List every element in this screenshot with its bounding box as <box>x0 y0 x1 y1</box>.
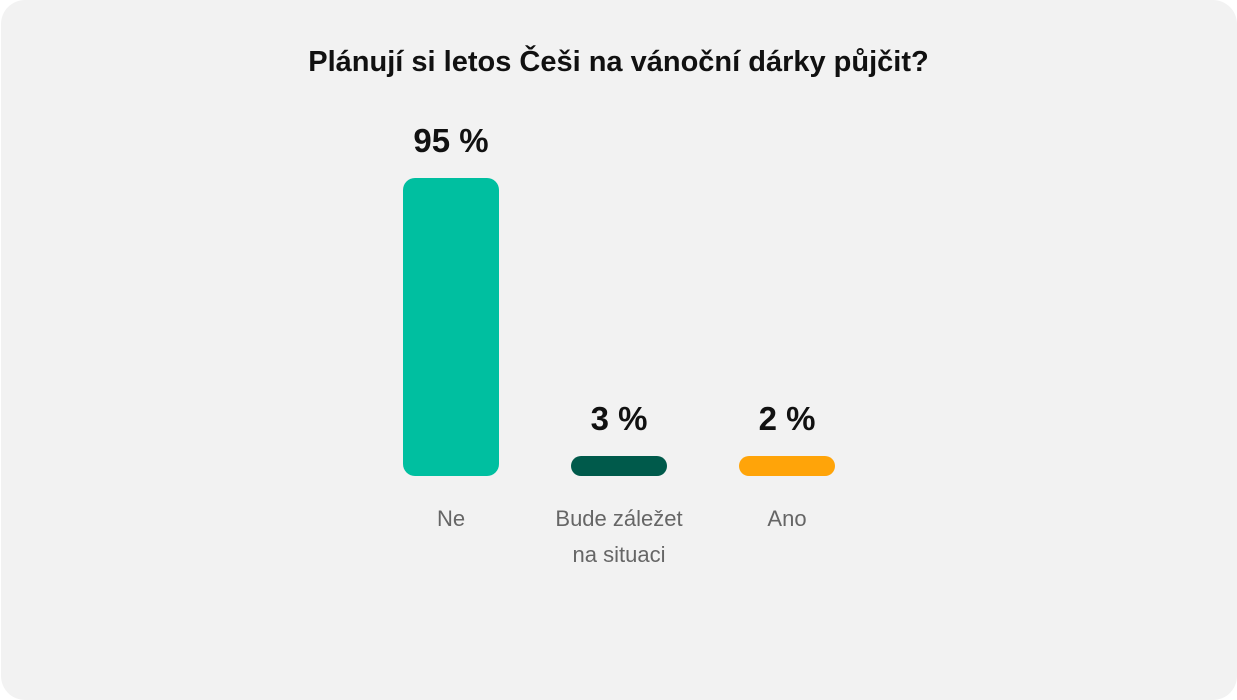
bar-0 <box>403 178 499 476</box>
bar-2 <box>739 456 835 476</box>
value-label-1: 3 % <box>591 400 648 437</box>
value-label-2: 2 % <box>759 400 816 437</box>
category-label-0: Ne <box>437 506 465 531</box>
bar-1 <box>571 456 667 476</box>
category-label-1-line-1: na situaci <box>573 542 666 567</box>
value-label-0: 95 % <box>413 122 488 159</box>
category-label-1-line-0: Bude záležet <box>555 506 682 531</box>
chart-title: Plánují si letos Češi na vánoční dárky p… <box>308 46 929 78</box>
category-label-2: Ano <box>767 506 806 531</box>
